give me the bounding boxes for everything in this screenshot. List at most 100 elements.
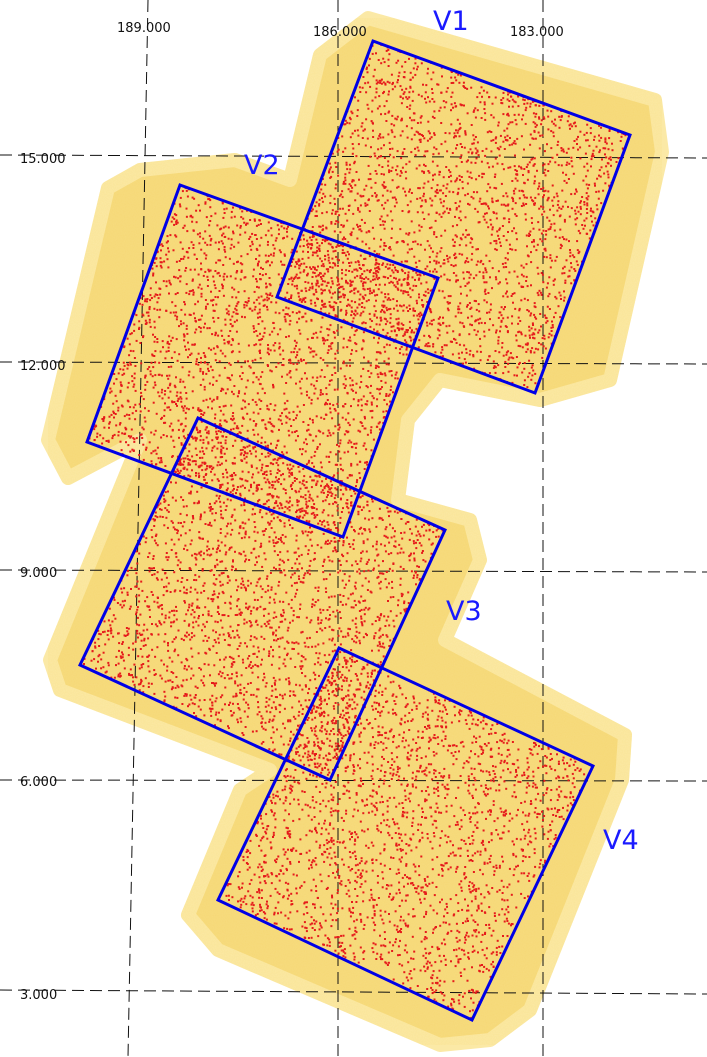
source-point xyxy=(423,137,425,139)
source-point xyxy=(292,280,294,282)
source-point xyxy=(518,331,520,333)
source-point xyxy=(288,335,290,337)
source-point xyxy=(161,243,163,245)
source-point xyxy=(178,420,180,422)
source-point xyxy=(175,311,177,313)
source-point xyxy=(262,419,264,421)
source-point xyxy=(363,264,365,266)
source-point xyxy=(180,470,182,472)
source-point xyxy=(327,254,329,256)
source-point xyxy=(231,287,233,289)
source-point xyxy=(351,708,353,710)
source-point xyxy=(182,464,184,466)
source-point xyxy=(300,488,302,490)
source-point xyxy=(305,362,307,364)
source-point xyxy=(320,612,322,614)
source-point xyxy=(476,351,478,353)
source-point xyxy=(550,266,552,268)
source-point xyxy=(309,287,311,289)
source-point xyxy=(326,328,328,330)
source-point xyxy=(390,170,392,172)
source-point xyxy=(278,312,280,314)
source-point xyxy=(229,330,231,332)
source-point xyxy=(452,353,454,355)
source-point xyxy=(552,132,554,134)
source-point xyxy=(578,251,580,253)
source-point xyxy=(298,318,300,320)
source-point xyxy=(262,274,264,276)
source-point xyxy=(456,342,458,344)
source-point xyxy=(191,344,193,346)
source-point xyxy=(340,464,342,466)
source-point xyxy=(344,403,346,405)
source-point xyxy=(349,424,351,426)
source-point xyxy=(175,403,177,405)
source-point xyxy=(554,230,556,232)
source-point xyxy=(465,348,467,350)
source-point xyxy=(525,219,527,221)
source-point xyxy=(416,300,418,302)
source-point xyxy=(367,386,369,388)
source-point xyxy=(134,586,136,588)
source-point xyxy=(185,292,187,294)
source-point xyxy=(116,400,118,402)
source-point xyxy=(203,453,205,455)
source-point xyxy=(332,432,334,434)
source-point xyxy=(389,568,391,570)
source-point xyxy=(241,425,243,427)
source-point xyxy=(344,375,346,377)
source-point xyxy=(300,496,302,498)
source-point xyxy=(569,124,571,126)
source-point xyxy=(363,331,365,333)
source-point xyxy=(482,275,484,277)
source-point xyxy=(343,252,345,254)
source-point xyxy=(475,148,477,150)
source-point xyxy=(358,264,360,266)
source-point xyxy=(339,522,341,524)
source-point xyxy=(488,96,490,98)
source-point xyxy=(233,263,235,265)
source-point xyxy=(548,336,550,338)
source-point xyxy=(235,492,237,494)
source-point xyxy=(365,205,367,207)
source-point xyxy=(275,366,277,368)
source-point xyxy=(235,313,237,315)
source-point xyxy=(446,344,448,346)
source-point xyxy=(421,95,423,97)
source-point xyxy=(580,208,582,210)
source-point xyxy=(304,297,306,299)
source-point xyxy=(426,150,428,152)
source-point xyxy=(305,438,307,440)
source-point xyxy=(112,636,114,638)
source-point xyxy=(244,393,246,395)
source-point xyxy=(407,278,409,280)
source-point xyxy=(299,381,301,383)
source-point xyxy=(353,269,355,271)
source-point xyxy=(365,448,367,450)
source-point xyxy=(282,358,284,360)
source-point xyxy=(580,213,582,215)
source-point xyxy=(450,77,452,79)
source-point xyxy=(535,113,537,115)
source-point xyxy=(545,317,547,319)
source-point xyxy=(277,505,279,507)
source-point xyxy=(257,599,259,601)
source-point xyxy=(350,118,352,120)
source-point xyxy=(533,246,535,248)
source-point xyxy=(241,378,243,380)
source-point xyxy=(308,500,310,502)
source-point xyxy=(404,71,406,73)
source-point xyxy=(459,244,461,246)
source-point xyxy=(210,244,212,246)
source-point xyxy=(423,218,425,220)
source-point xyxy=(409,79,411,81)
source-point xyxy=(440,352,442,354)
source-point xyxy=(167,341,169,343)
source-point xyxy=(451,103,453,105)
source-point xyxy=(271,495,273,497)
source-point xyxy=(455,129,457,131)
source-point xyxy=(357,226,359,228)
source-point xyxy=(274,248,276,250)
source-point xyxy=(259,333,261,335)
source-point xyxy=(507,167,509,169)
